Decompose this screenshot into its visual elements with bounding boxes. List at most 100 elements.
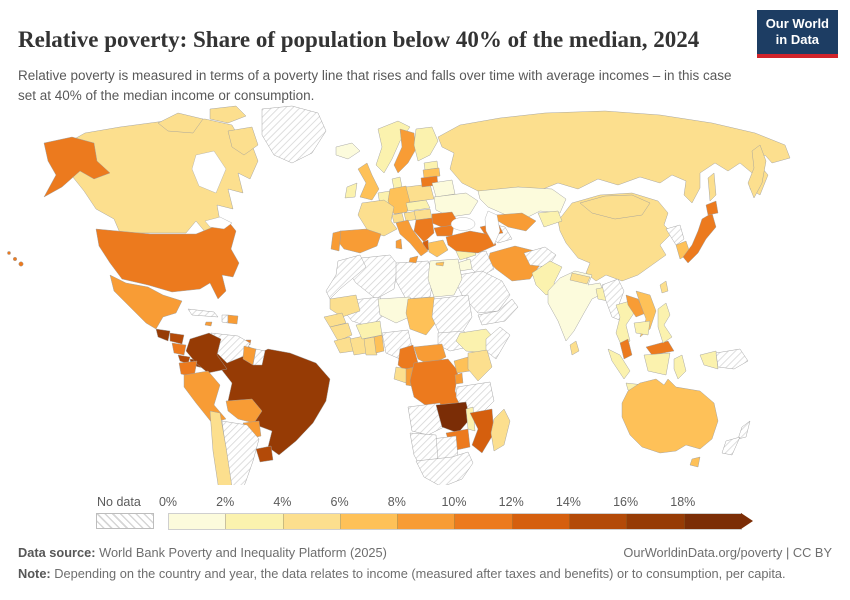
country-serbia[interactable] <box>413 217 435 243</box>
country-madagascar[interactable] <box>490 408 511 452</box>
country-guinea[interactable] <box>329 322 353 342</box>
country-russia-sakhalin[interactable] <box>707 172 717 202</box>
country-suriname[interactable] <box>252 348 266 366</box>
country-angola[interactable] <box>407 402 445 436</box>
country-australia-tasmania[interactable] <box>689 456 701 468</box>
country-zambia[interactable] <box>435 401 471 434</box>
legend-band-8-10%[interactable] <box>398 514 456 529</box>
country-libya[interactable] <box>395 260 435 300</box>
country-canada-arctic-2[interactable] <box>209 105 247 124</box>
country-turkey[interactable] <box>445 230 497 254</box>
country-mexico[interactable] <box>109 274 183 330</box>
country-honduras[interactable] <box>169 332 185 345</box>
country-north-korea[interactable] <box>665 224 685 246</box>
country-italy-sardinia[interactable] <box>395 238 403 250</box>
country-new-zealand-north[interactable] <box>737 420 751 440</box>
country-kenya[interactable] <box>467 349 493 382</box>
country-indonesia-sumatra[interactable] <box>607 348 631 380</box>
owid-logo[interactable]: Our World in Data <box>756 10 838 58</box>
country-mauritania[interactable] <box>329 294 361 318</box>
country-burkina-faso[interactable] <box>355 320 383 340</box>
country-uganda[interactable] <box>453 356 471 374</box>
country-japan[interactable] <box>682 212 717 264</box>
country-china[interactable] <box>557 192 673 282</box>
country-haiti[interactable] <box>221 314 229 324</box>
country-senegal[interactable] <box>323 312 347 328</box>
country-greece-crete[interactable] <box>435 261 445 267</box>
country-laos[interactable] <box>625 294 647 318</box>
country-indonesia-kalimantan[interactable] <box>643 352 671 376</box>
country-ukraine[interactable] <box>433 192 479 218</box>
country-sudan[interactable] <box>431 294 473 336</box>
country-canada[interactable] <box>59 118 259 234</box>
country-ghana[interactable] <box>363 336 378 356</box>
country-nepal[interactable] <box>569 272 591 285</box>
country-bulgaria[interactable] <box>433 224 455 237</box>
country-nicaragua[interactable] <box>171 342 187 356</box>
legend-band-4-6%[interactable] <box>283 514 341 529</box>
country-benin[interactable] <box>373 334 385 354</box>
country-burundi[interactable] <box>454 372 464 385</box>
country-indonesia-papua[interactable] <box>699 350 719 370</box>
country-taiwan[interactable] <box>659 280 669 294</box>
country-malaysia-borneo[interactable] <box>645 340 675 356</box>
country-latvia[interactable] <box>422 167 441 179</box>
country-indonesia-sulawesi[interactable] <box>673 354 687 380</box>
country-afghanistan[interactable] <box>523 246 557 268</box>
country-sri-lanka[interactable] <box>569 340 580 356</box>
country-portugal[interactable] <box>330 230 342 252</box>
legend-band-0-2%[interactable] <box>169 514 227 529</box>
country-russia[interactable] <box>437 110 791 204</box>
country-uruguay[interactable] <box>255 445 274 463</box>
country-philippines[interactable] <box>657 302 673 344</box>
country-kyrgyzstan[interactable] <box>537 210 563 228</box>
country-egypt[interactable] <box>427 258 463 298</box>
legend-band-2-4%[interactable] <box>226 514 284 529</box>
country-peru[interactable] <box>183 370 227 424</box>
country-somalia[interactable] <box>485 326 511 360</box>
legend-band-10-12%[interactable] <box>455 514 513 529</box>
country-dominican-republic[interactable] <box>227 314 239 325</box>
country-iceland[interactable] <box>335 142 361 160</box>
country-united-states-hawaii-1[interactable] <box>7 251 11 255</box>
country-russia-kamchatka[interactable] <box>747 144 767 199</box>
country-australia[interactable] <box>621 378 719 454</box>
country-united-states-hawaii-2[interactable] <box>12 256 18 262</box>
country-united-states-alaska[interactable] <box>43 136 111 198</box>
country-greenland[interactable] <box>261 105 327 164</box>
legend-band-12-14%[interactable] <box>512 514 571 529</box>
legend-band-16-18%[interactable] <box>627 514 685 529</box>
country-cambodia[interactable] <box>633 320 651 336</box>
country-poland[interactable] <box>405 183 435 203</box>
country-yemen[interactable] <box>477 298 519 326</box>
country-united-states-hawaii-3[interactable] <box>18 261 24 267</box>
country-morocco[interactable] <box>325 254 367 300</box>
country-finland[interactable] <box>413 126 439 162</box>
country-mongolia[interactable] <box>579 194 651 220</box>
country-south-africa[interactable] <box>415 451 474 485</box>
country-niger[interactable] <box>377 296 415 324</box>
country-spain[interactable] <box>335 228 382 254</box>
country-france[interactable] <box>357 199 398 237</box>
country-brazil[interactable] <box>215 340 331 456</box>
country-chad[interactable] <box>405 296 438 336</box>
country-italy-sicily[interactable] <box>408 255 419 264</box>
country-kazakhstan[interactable] <box>477 186 567 220</box>
country-papua-new-guinea[interactable] <box>715 348 749 370</box>
country-new-zealand-south[interactable] <box>721 436 741 456</box>
country-canada-baffin[interactable] <box>227 126 259 156</box>
owid-license-link[interactable]: OurWorldinData.org/poverty | CC BY <box>623 545 832 560</box>
legend-band-18%+[interactable] <box>684 514 741 529</box>
legend-band-6-8%[interactable] <box>340 514 399 529</box>
legend-band-14-16%[interactable] <box>570 514 628 529</box>
country-chile[interactable] <box>209 410 238 485</box>
country-japan-hokkaido[interactable] <box>705 200 719 216</box>
country-guatemala[interactable] <box>155 328 171 342</box>
country-belarus[interactable] <box>431 179 456 198</box>
country-jamaica[interactable] <box>204 321 213 327</box>
country-greece[interactable] <box>427 239 449 258</box>
country-mozambique[interactable] <box>469 408 495 454</box>
country-cuba[interactable] <box>187 308 219 318</box>
no-data-swatch[interactable] <box>96 513 154 529</box>
country-united-kingdom[interactable] <box>357 162 380 201</box>
